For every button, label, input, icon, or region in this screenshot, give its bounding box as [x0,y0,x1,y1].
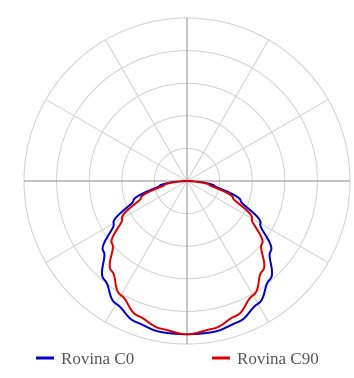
series-layer [100,180,274,336]
series-curve-c90 [108,180,266,336]
grid-spoke-300 [45,180,188,263]
legend-label-c0: Rovina C0 [61,349,134,368]
legend: Rovina C0 Rovina C90 [36,349,319,368]
grid-spoke-240 [45,99,188,182]
legend-label-c90: Rovina C90 [237,349,319,368]
grid-spoke-150 [186,39,269,182]
grid-spoke-210 [105,39,188,182]
grid-spoke-60 [186,180,329,263]
grid-spoke-120 [186,99,329,182]
grid-spoke-30 [186,180,269,323]
grid-spoke-330 [105,180,188,323]
polar-grid [23,17,351,345]
